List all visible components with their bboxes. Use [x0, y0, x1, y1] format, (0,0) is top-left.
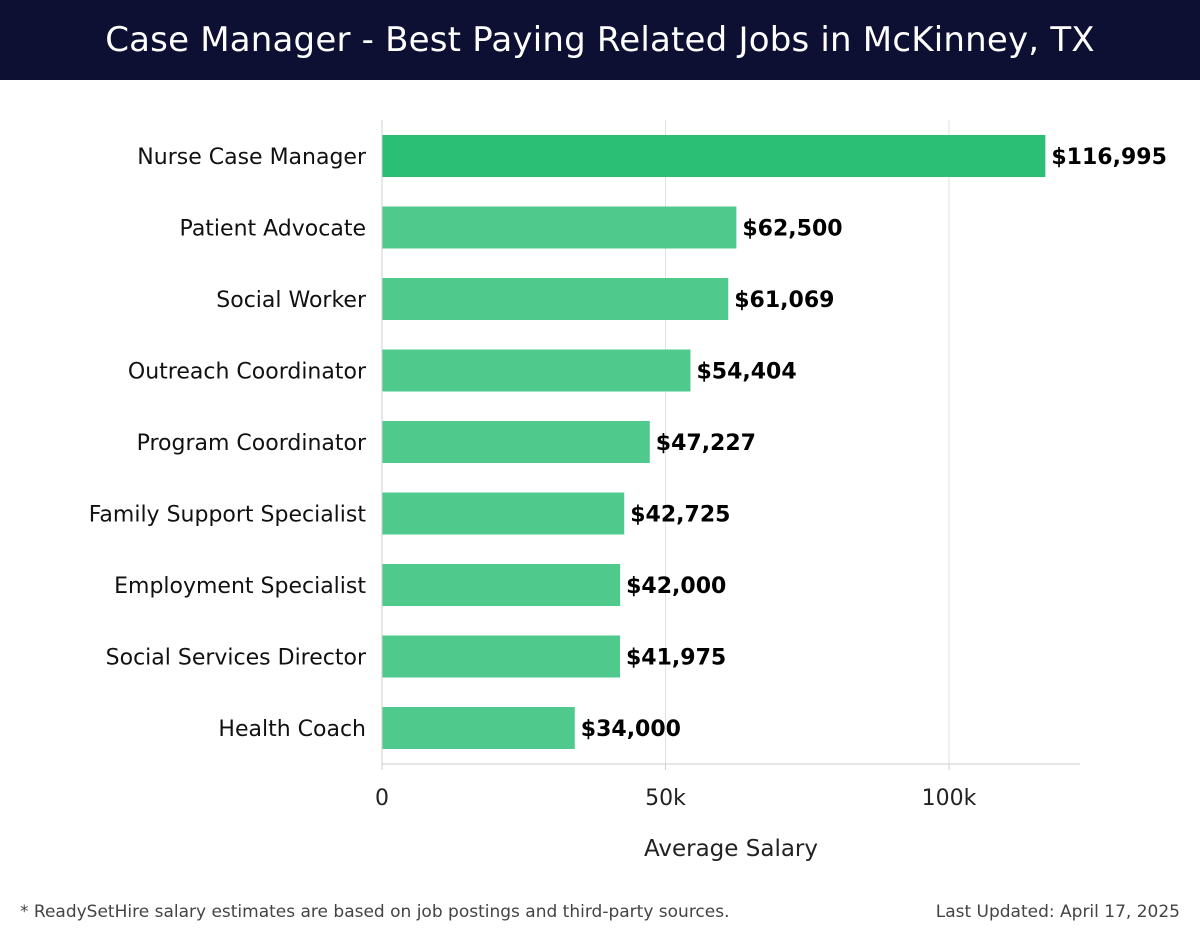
- value-label: $42,725: [630, 503, 730, 528]
- bar: [382, 635, 620, 678]
- bar: [382, 135, 1046, 177]
- bar: [382, 206, 737, 249]
- category-label: Patient Advocate: [180, 217, 366, 242]
- footer-note: * ReadySetHire salary estimates are base…: [20, 902, 730, 922]
- value-label: $42,000: [626, 574, 726, 599]
- labels: 0 50k 100k Nurse Case Manager $116,995 Patien…: [89, 145, 1167, 811]
- x-tick-label: 0: [375, 786, 389, 811]
- last-updated: Last Updated: April 17, 2025: [935, 902, 1180, 922]
- value-label: $61,069: [734, 288, 834, 313]
- x-tick-label: 50k: [645, 786, 686, 811]
- bar: [382, 421, 650, 463]
- chart-title: Case Manager - Best Paying Related Jobs …: [105, 20, 1095, 60]
- value-label: $41,975: [626, 646, 726, 671]
- category-label: Employment Specialist: [114, 574, 366, 599]
- bar: [382, 492, 625, 535]
- bar: [382, 349, 691, 392]
- value-label: $47,227: [656, 431, 756, 456]
- category-label: Nurse Case Manager: [137, 145, 367, 170]
- bar: [382, 564, 621, 606]
- bar: [382, 707, 575, 749]
- category-label: Outreach Coordinator: [128, 360, 367, 385]
- bars: [382, 135, 1046, 749]
- category-label: Social Worker: [216, 288, 367, 313]
- value-label: $62,500: [742, 217, 842, 242]
- x-axis-title: Average Salary: [644, 836, 818, 862]
- value-label: $116,995: [1051, 145, 1167, 170]
- x-tick-label: 100k: [922, 786, 977, 811]
- value-label: $34,000: [581, 717, 681, 742]
- value-label: $54,404: [696, 360, 796, 385]
- salary-bar-chart: 0 50k 100k Nurse Case Manager $116,995 Patien…: [89, 120, 1167, 862]
- axes: [381, 120, 1080, 770]
- category-label: Health Coach: [218, 717, 366, 742]
- category-label: Program Coordinator: [137, 431, 367, 456]
- category-label: Family Support Specialist: [89, 503, 367, 528]
- category-label: Social Services Director: [106, 646, 367, 671]
- bar: [382, 278, 729, 320]
- chart-header: Case Manager - Best Paying Related Jobs …: [0, 0, 1200, 80]
